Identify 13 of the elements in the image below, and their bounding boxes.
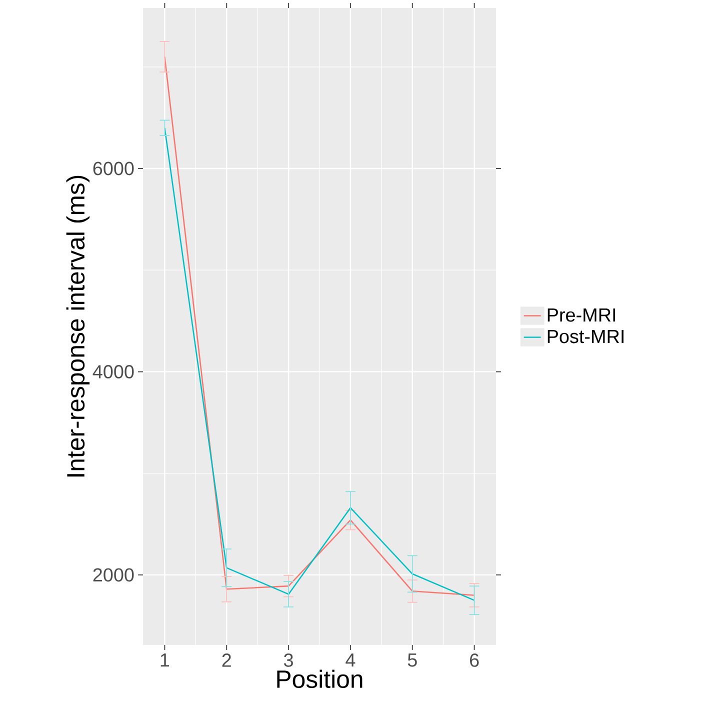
y-tick-label: 6000 [93, 162, 134, 176]
x-axis-title: Position [277, 670, 362, 688]
x-tick-label: 2 [222, 654, 231, 667]
y-tick-label: 2000 [93, 568, 134, 582]
x-tick-label: 1 [160, 654, 170, 667]
x-tick-label: 5 [408, 654, 417, 667]
x-tick-label: 3 [284, 654, 293, 667]
y-axis-title: Inter-response interval (ms) [66, 176, 90, 476]
legend-label: Post-MRI [548, 330, 624, 344]
legend-label: Pre-MRI [548, 308, 616, 322]
x-tick-label: 4 [346, 654, 356, 667]
y-tick-label: 4000 [92, 365, 134, 378]
x-tick-label: 6 [470, 654, 479, 667]
